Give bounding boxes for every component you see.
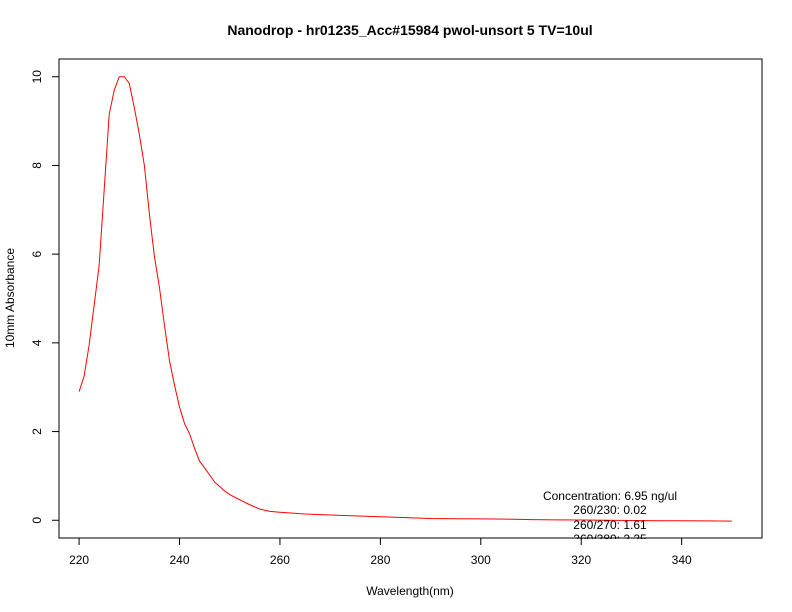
x-tick-label: 280	[370, 553, 390, 567]
x-tick-label: 320	[571, 553, 591, 567]
x-tick-label: 240	[169, 553, 189, 567]
y-tick-label: 2	[30, 428, 44, 435]
y-axis-label: 10mm Absorbance	[3, 248, 17, 348]
y-tick-label: 4	[30, 339, 44, 346]
x-tick-label: 260	[270, 553, 290, 567]
ratio-260-270-annotation: 260/270: 1.61	[573, 518, 647, 532]
concentration-annotation: Concentration: 6.95 ng/ul	[543, 489, 677, 503]
x-tick-label: 220	[69, 553, 89, 567]
y-tick-label: 10	[30, 70, 44, 84]
ratio-260-280-annotation: 260/280: 2.25	[573, 532, 647, 546]
plot-frame	[58, 58, 763, 539]
absorbance-series-line	[78, 76, 732, 522]
x-axis: 220 240 260 280 300 320 340	[69, 538, 692, 567]
ratio-260-230-annotation: 260/230: 0.02	[573, 503, 647, 517]
y-axis: 0 2 4 6 8 10	[30, 70, 59, 524]
y-tick-label: 8	[30, 162, 44, 169]
y-tick-label: 6	[30, 250, 44, 257]
chart-title: Nanodrop - hr01235_Acc#15984 pwol-unsort…	[227, 22, 592, 38]
x-axis-label: Wavelength(nm)	[366, 584, 454, 598]
x-tick-label: 300	[471, 553, 491, 567]
x-tick-label: 340	[672, 553, 692, 567]
y-tick-label: 0	[30, 517, 44, 524]
